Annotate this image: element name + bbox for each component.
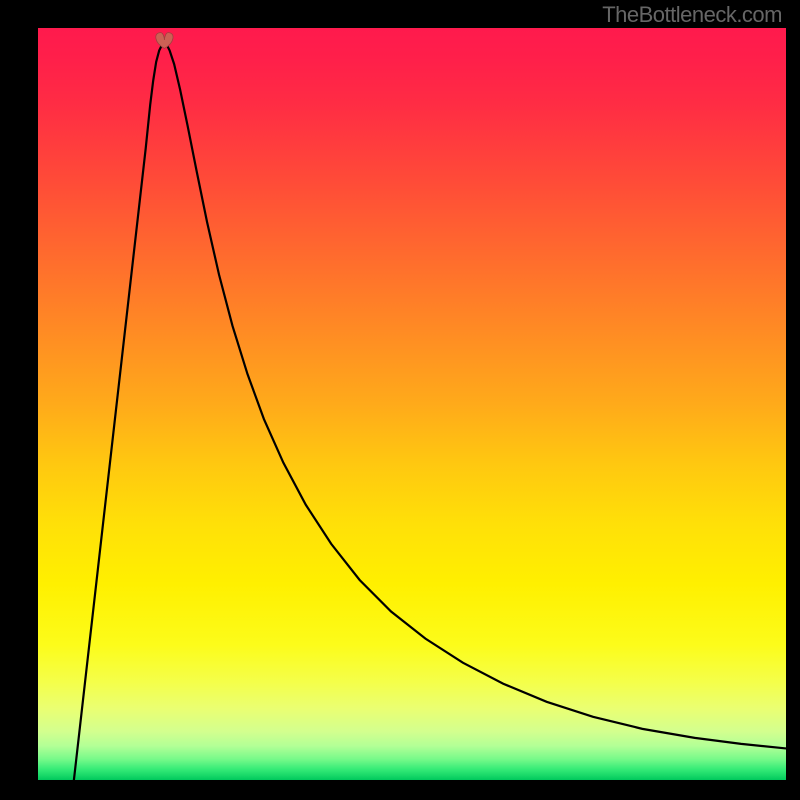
gradient-background [38,28,786,780]
watermark-text: TheBottleneck.com [602,2,782,28]
plot-area [38,28,786,780]
curve-layer [38,28,786,780]
curve-left-branch [74,45,162,780]
heart-icon [156,33,173,49]
minimum-marker [156,33,173,49]
curve-right-branch [162,45,786,749]
chart-frame: TheBottleneck.com [0,0,800,800]
